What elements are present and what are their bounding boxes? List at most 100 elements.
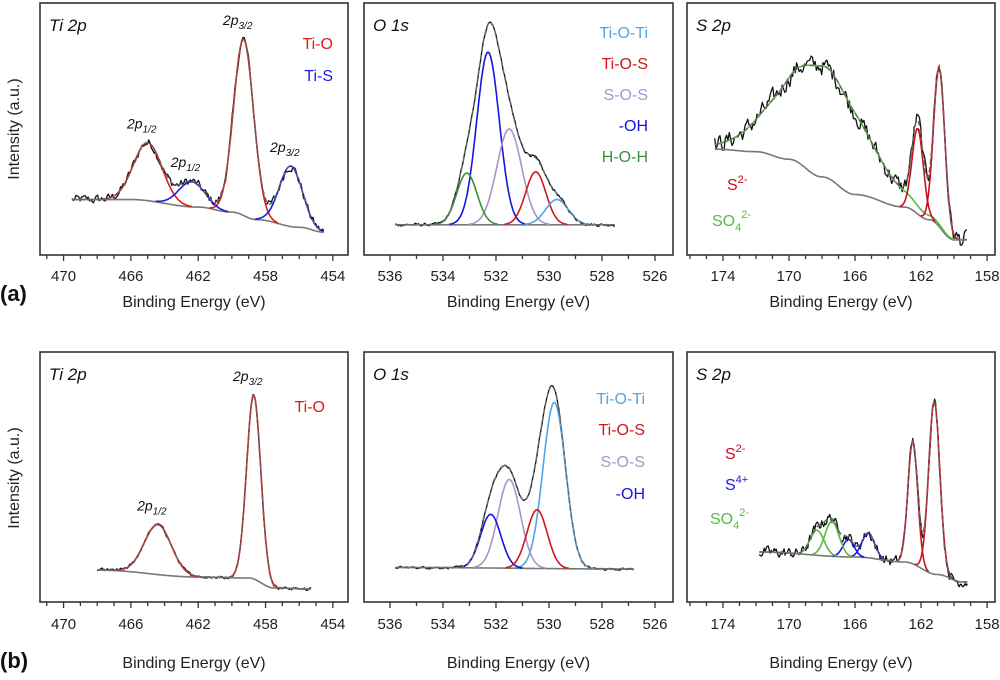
x-tick-label: 166 <box>843 268 868 285</box>
annotation-text: 2p <box>170 154 187 170</box>
annotation-subscript: 1/2 <box>186 163 200 174</box>
panel-label-b: (b) <box>0 648 28 673</box>
x-tick-label: 470 <box>51 268 76 285</box>
x-axis-ticks <box>689 602 988 608</box>
raw-spectrum-line <box>395 21 615 228</box>
x-tick-label: 462 <box>186 268 211 285</box>
legend-entry: S4+ <box>725 474 748 494</box>
legend-superscript: 4+ <box>736 474 749 486</box>
x-tick-label: 532 <box>483 268 508 285</box>
annotation-text: 2p <box>126 116 143 132</box>
x-tick-label: 158 <box>975 268 1000 285</box>
x-axis-ticks <box>46 255 334 261</box>
annotation-subscript: 3/2 <box>238 21 252 32</box>
x-axis-label: Binding Energy (eV) <box>769 294 912 311</box>
legend-entry: S2- <box>725 443 746 463</box>
x-tick-label: 162 <box>909 268 934 285</box>
plot-frame <box>363 351 674 603</box>
peak-annotation: 2p1/2 <box>126 116 157 136</box>
component-peak--oh <box>458 513 523 569</box>
component-peak-s2- <box>914 400 954 580</box>
legend-entry: -OH <box>616 486 645 503</box>
x-axis-label: Binding Energy (eV) <box>769 655 912 672</box>
legend-entry: Ti-O-S <box>598 422 645 439</box>
x-tick-label: 534 <box>430 268 455 285</box>
peak-annotation: 2p3/2 <box>222 12 253 32</box>
legend-text: -OH <box>619 118 648 135</box>
component-peak-ti-o <box>209 38 279 224</box>
legend-text: Ti-O <box>294 399 325 416</box>
component-peak-s-o-s <box>468 128 551 226</box>
x-axis-label: Binding Energy (eV) <box>447 655 590 672</box>
fit-envelope-line <box>395 385 634 570</box>
legend-text: S <box>725 477 736 494</box>
raw-spectrum-line <box>758 398 968 588</box>
x-axis-ticks <box>689 255 988 261</box>
legend-text: S-O-S <box>601 454 645 471</box>
component-peak--oh <box>449 51 527 226</box>
legend-superscript: 2- <box>738 174 748 186</box>
legend-text: SO <box>712 213 735 230</box>
background-line <box>714 148 967 241</box>
plot-frame <box>363 2 674 256</box>
x-tick-label: 466 <box>118 268 143 285</box>
legend-text: Ti-O-Ti <box>599 25 648 42</box>
x-tick-label: 458 <box>253 616 278 633</box>
x-axis-ticks <box>389 602 656 608</box>
x-tick-label: 470 <box>51 616 76 633</box>
legend-text: S <box>727 177 738 194</box>
legend-text: Ti-O-Ti <box>596 391 645 408</box>
legend-entry: Ti-O <box>302 36 333 53</box>
raw-spectrum-line <box>96 393 312 592</box>
annotation-text: 2p <box>136 498 153 514</box>
legend-entry: S-O-S <box>604 87 648 104</box>
fit-envelope-line <box>759 400 968 583</box>
plot-frame <box>39 351 349 603</box>
x-tick-label: 162 <box>909 616 934 633</box>
component-peak-ti-o-ti <box>524 198 590 226</box>
peak-annotation: 2p1/2 <box>170 154 201 174</box>
legend-entry: -OH <box>619 118 648 135</box>
peak-annotation: 2p1/2 <box>136 498 167 518</box>
legend-entry: H-O-H <box>602 149 648 166</box>
panel-label-a: (a) <box>0 281 27 306</box>
annotation-text: 2p <box>222 12 239 28</box>
peak-annotation: 2p3/2 <box>232 368 263 388</box>
annotation-text: 2p <box>232 368 249 384</box>
component-peak-so4-2- <box>796 529 837 557</box>
panel-title: O 1s <box>373 365 409 384</box>
panel-title: Ti 2p <box>49 16 87 35</box>
panel-title: Ti 2p <box>49 365 87 384</box>
fit-envelope-line <box>72 38 325 233</box>
panel-title: S 2p <box>696 16 731 35</box>
background-line <box>97 569 311 590</box>
component-peak-so4-2- <box>811 520 853 558</box>
legend-text: H-O-H <box>602 149 648 166</box>
legend-entry: Ti-O-S <box>601 56 648 73</box>
component-peak-s4- <box>832 538 865 558</box>
raw-spectrum-line <box>71 36 325 232</box>
legend-text: S-O-S <box>604 87 648 104</box>
component-peak-ti-o-s <box>504 171 568 226</box>
plot-frame <box>686 351 996 603</box>
legend-superscript: 2- <box>736 443 746 455</box>
x-tick-label: 532 <box>483 616 508 633</box>
legend-text: -OH <box>616 486 645 503</box>
fit-envelope-line <box>714 63 967 241</box>
annotation-subscript: 3/2 <box>286 148 300 159</box>
raw-spectrum-line <box>395 384 634 571</box>
x-tick-label: 174 <box>710 268 735 285</box>
x-tick-label: 458 <box>253 268 278 285</box>
background-line <box>395 566 634 570</box>
x-tick-label: 526 <box>642 268 667 285</box>
x-tick-label: 536 <box>377 268 402 285</box>
x-axis-label: Binding Energy (eV) <box>447 294 590 311</box>
raw-spectrum-line <box>714 55 967 246</box>
component-peak-s-o-s <box>472 478 546 569</box>
legend-text: Ti-S <box>304 68 333 85</box>
legend-text: Ti-O-S <box>598 422 645 439</box>
y-axis-label: Intensity (a.u.) <box>6 78 23 179</box>
component-peak-s2- <box>899 127 936 223</box>
